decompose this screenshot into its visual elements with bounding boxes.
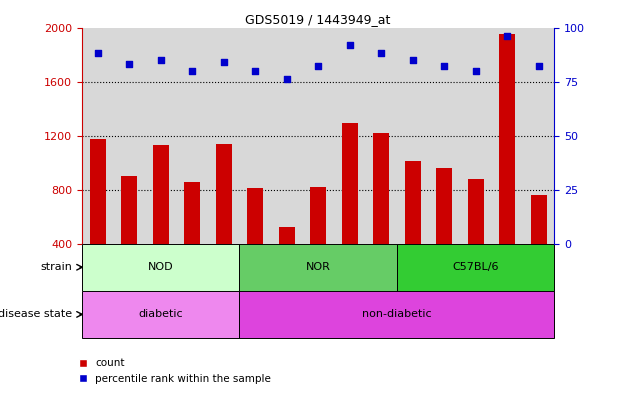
Point: [313, 63, 323, 70]
Text: C57BL/6: C57BL/6: [452, 262, 499, 272]
Bar: [436, 168, 452, 244]
Bar: [397, 244, 554, 291]
Point: [250, 68, 260, 74]
Bar: [523, 28, 554, 244]
Bar: [310, 187, 326, 244]
Point: [187, 68, 197, 74]
Bar: [397, 28, 428, 244]
Bar: [467, 179, 484, 244]
Bar: [341, 123, 358, 244]
Bar: [184, 182, 200, 244]
Title: GDS5019 / 1443949_at: GDS5019 / 1443949_at: [246, 13, 391, 26]
Bar: [499, 34, 515, 244]
Bar: [82, 291, 239, 338]
Point: [439, 63, 449, 70]
Bar: [215, 144, 232, 244]
Point: [345, 42, 355, 48]
Point: [219, 59, 229, 65]
Point: [471, 68, 481, 74]
Bar: [460, 28, 491, 244]
Bar: [145, 28, 176, 244]
Bar: [208, 28, 239, 244]
Bar: [530, 195, 546, 244]
Bar: [90, 139, 106, 244]
Point: [408, 57, 418, 63]
Bar: [239, 28, 271, 244]
Bar: [247, 188, 263, 244]
Text: strain: strain: [40, 262, 72, 272]
Bar: [278, 228, 294, 244]
Point: [282, 76, 292, 83]
Legend: count, percentile rank within the sample: count, percentile rank within the sample: [74, 354, 275, 388]
Point: [93, 50, 103, 57]
Bar: [491, 28, 523, 244]
Text: non-diabetic: non-diabetic: [362, 309, 432, 320]
Bar: [239, 244, 397, 291]
Bar: [239, 291, 554, 338]
Bar: [373, 133, 389, 244]
Bar: [82, 28, 113, 244]
Point: [376, 50, 386, 57]
Point: [124, 61, 134, 67]
Bar: [176, 28, 208, 244]
Text: NOR: NOR: [306, 262, 331, 272]
Bar: [365, 28, 397, 244]
Bar: [302, 28, 334, 244]
Text: diabetic: diabetic: [139, 309, 183, 320]
Bar: [113, 28, 145, 244]
Text: NOD: NOD: [148, 262, 173, 272]
Bar: [271, 28, 302, 244]
Point: [156, 57, 166, 63]
Bar: [153, 145, 169, 244]
Bar: [334, 28, 365, 244]
Bar: [404, 161, 421, 244]
Text: disease state: disease state: [0, 309, 72, 320]
Point: [502, 33, 512, 39]
Point: [534, 63, 544, 70]
Bar: [82, 244, 239, 291]
Bar: [428, 28, 460, 244]
Bar: [121, 176, 137, 244]
